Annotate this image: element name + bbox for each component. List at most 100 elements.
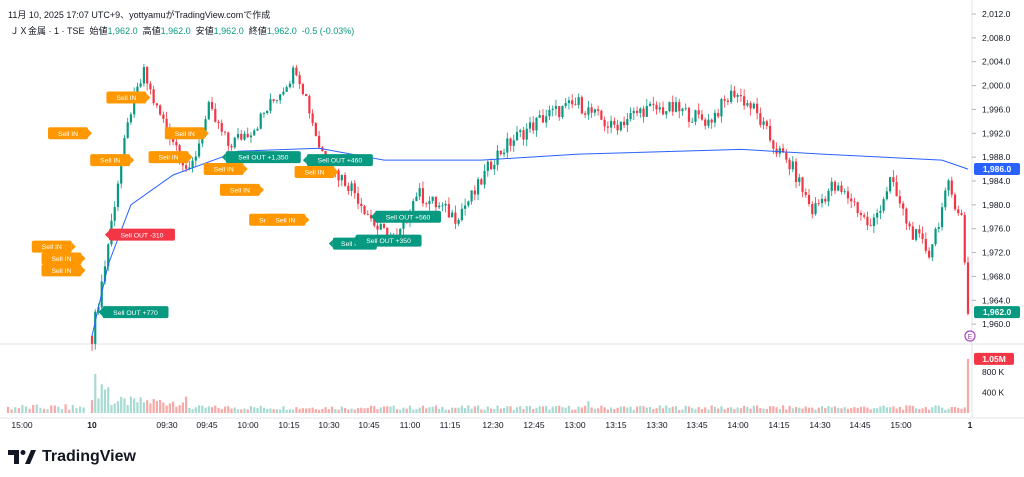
candle-body[interactable]	[674, 102, 678, 112]
candle-body[interactable]	[249, 135, 253, 138]
candle-body[interactable]	[645, 105, 648, 117]
candle-body[interactable]	[295, 67, 298, 76]
candle-body[interactable]	[236, 133, 240, 138]
candle-body[interactable]	[386, 227, 389, 241]
candle-body[interactable]	[155, 103, 158, 106]
candle-body[interactable]	[655, 104, 658, 110]
candle-body[interactable]	[872, 217, 876, 227]
candle-body[interactable]	[807, 194, 811, 205]
candle-body[interactable]	[551, 108, 554, 110]
candle-body[interactable]	[353, 183, 356, 194]
candle-body[interactable]	[538, 115, 541, 118]
candle-body[interactable]	[301, 83, 304, 95]
sell-in-marker[interactable]	[41, 252, 82, 265]
candle-body[interactable]	[762, 121, 765, 125]
candle-body[interactable]	[412, 201, 415, 216]
candle-body[interactable]	[610, 120, 613, 128]
candle-body[interactable]	[146, 67, 149, 84]
candle-body[interactable]	[606, 126, 609, 128]
candle-body[interactable]	[340, 175, 343, 181]
candle-body[interactable]	[635, 110, 639, 113]
candle-body[interactable]	[613, 120, 616, 125]
sell-out-marker[interactable]	[225, 151, 301, 164]
tradingview-logo[interactable]: TradingView	[8, 447, 136, 467]
candle-body[interactable]	[704, 119, 707, 126]
candle-body[interactable]	[107, 244, 110, 267]
sell-in-marker[interactable]	[48, 127, 88, 140]
candle-body[interactable]	[373, 218, 376, 226]
candle-body[interactable]	[149, 83, 152, 90]
candle-body[interactable]	[856, 202, 859, 213]
candle-body[interactable]	[162, 114, 165, 119]
candle-body[interactable]	[159, 105, 162, 115]
candle-body[interactable]	[564, 103, 567, 106]
candle-body[interactable]	[223, 131, 227, 133]
candle-body[interactable]	[859, 212, 863, 216]
candle-body[interactable]	[486, 161, 489, 171]
candle-body[interactable]	[285, 87, 288, 92]
candle-body[interactable]	[318, 135, 321, 148]
sell-in-marker[interactable]	[41, 264, 82, 277]
candle-body[interactable]	[898, 196, 901, 204]
candle-body[interactable]	[840, 185, 843, 192]
candle-body[interactable]	[418, 188, 421, 197]
candle-body[interactable]	[626, 119, 629, 126]
candle-body[interactable]	[311, 113, 314, 124]
sell-in-marker[interactable]	[265, 213, 306, 226]
candle-body[interactable]	[824, 198, 827, 202]
candle-body[interactable]	[684, 107, 687, 109]
candle-body[interactable]	[681, 108, 684, 112]
candle-body[interactable]	[499, 150, 502, 155]
candle-body[interactable]	[788, 159, 791, 170]
candle-body[interactable]	[691, 121, 694, 123]
candle-body[interactable]	[288, 83, 292, 88]
candle-body[interactable]	[233, 137, 236, 148]
candle-body[interactable]	[830, 181, 833, 191]
candle-body[interactable]	[230, 145, 233, 148]
candle-body[interactable]	[382, 224, 386, 228]
candle-body[interactable]	[580, 97, 584, 114]
candle-body[interactable]	[305, 94, 308, 96]
candle-body[interactable]	[743, 96, 746, 106]
candle-body[interactable]	[438, 205, 441, 208]
candle-body[interactable]	[558, 106, 561, 118]
candle-body[interactable]	[960, 213, 963, 215]
candle-body[interactable]	[804, 192, 807, 195]
candle-body[interactable]	[194, 156, 197, 161]
candle-body[interactable]	[584, 113, 587, 115]
candle-body[interactable]	[399, 228, 402, 237]
candle-body[interactable]	[535, 117, 538, 131]
candle-body[interactable]	[152, 89, 155, 104]
candle-body[interactable]	[201, 135, 204, 144]
candle-body[interactable]	[911, 226, 914, 240]
sell-out-marker[interactable]	[355, 234, 422, 247]
candle-body[interactable]	[947, 180, 950, 191]
candle-body[interactable]	[256, 128, 259, 131]
candle-body[interactable]	[869, 225, 872, 227]
candle-body[interactable]	[927, 250, 931, 258]
candle-body[interactable]	[736, 95, 739, 97]
candle-body[interactable]	[785, 152, 788, 160]
sell-in-marker[interactable]	[90, 154, 131, 167]
candle-body[interactable]	[892, 177, 895, 183]
candle-body[interactable]	[571, 100, 574, 105]
candle-body[interactable]	[133, 92, 136, 115]
candle-body[interactable]	[415, 196, 418, 202]
candle-body[interactable]	[541, 115, 545, 123]
candle-body[interactable]	[489, 161, 493, 170]
candle-body[interactable]	[820, 198, 824, 204]
candle-body[interactable]	[369, 214, 373, 219]
symbol-name[interactable]: ＪＸ金属 · 1 · TSE	[10, 26, 85, 36]
sell-in-marker[interactable]	[106, 91, 147, 104]
candle-body[interactable]	[314, 123, 317, 136]
candle-body[interactable]	[850, 198, 853, 202]
candle-body[interactable]	[447, 203, 450, 218]
candle-body[interactable]	[502, 152, 506, 155]
candle-body[interactable]	[204, 119, 207, 136]
candle-body[interactable]	[197, 143, 201, 157]
candle-body[interactable]	[366, 214, 369, 215]
candle-body[interactable]	[525, 128, 528, 140]
candle-body[interactable]	[519, 130, 522, 132]
candle-body[interactable]	[908, 223, 911, 227]
candle-body[interactable]	[126, 122, 129, 138]
